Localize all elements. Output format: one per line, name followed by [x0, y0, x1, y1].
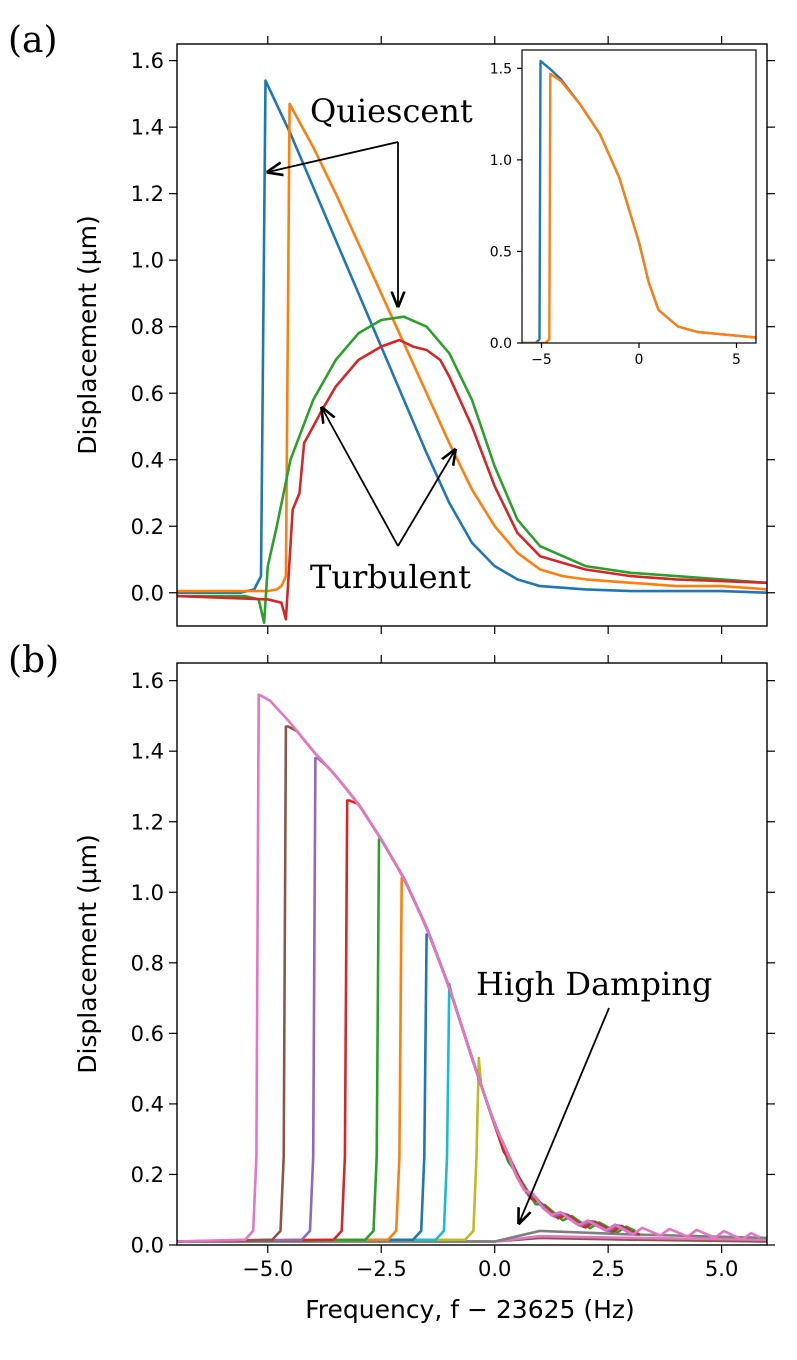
y-tick-label: 1.0 [131, 249, 164, 273]
panel-b-series [177, 693, 767, 1243]
series-jump-orange [177, 876, 641, 1243]
y-tick-label: 0.2 [131, 1163, 164, 1187]
panel-b-label: (b) [8, 640, 59, 681]
y-tick-label: 1.6 [131, 49, 164, 73]
annotation-high-damping: High Damping [476, 965, 712, 1003]
panel-a-yticks: 0.0 0.2 0.4 0.6 0.8 1.0 1.2 1.4 1.6 [131, 49, 775, 605]
y-tick-label: 0.0 [131, 1234, 164, 1258]
inset-series-orange [522, 72, 756, 343]
panel-a-frame [176, 43, 768, 627]
arrow-turbulent-red [322, 408, 399, 547]
annotation-turbulent: Turbulent [310, 558, 471, 596]
x-tick-label: −5.0 [242, 1257, 293, 1281]
series-quiescent-green [177, 315, 767, 624]
series-turbulent-red [177, 338, 767, 621]
y-tick-label: 0.4 [131, 1092, 164, 1116]
panel-a-series [177, 79, 767, 624]
panel-a-inset: 0.0 0.5 1.0 1.5 −5 0 5 [490, 49, 757, 368]
panel-a-ylabel: Displacement (μm) [73, 215, 102, 455]
y-tick-label: 1.0 [490, 153, 512, 169]
y-tick-label: 0.4 [131, 448, 164, 472]
arrow-high-damping [519, 1007, 610, 1223]
x-axis-label: Frequency, f − 23625 (Hz) [305, 1295, 635, 1324]
series-low-gray [177, 1229, 767, 1243]
panel-b: Displacement (μm) 0.0 0.2 0.4 0.6 0.8 1.0 1.2 1… [73, 655, 775, 1324]
series-jump-red [177, 799, 641, 1243]
x-tick-label: −5 [531, 352, 552, 368]
y-tick-label: 0.8 [131, 951, 164, 975]
y-tick-label: 1.4 [131, 116, 164, 140]
x-tick-label: 5.0 [705, 1257, 738, 1281]
inset-series [522, 59, 756, 343]
inset-yticks: 0.0 0.5 1.0 1.5 [490, 61, 522, 352]
y-tick-label: 1.2 [131, 182, 164, 206]
x-tick-label: 0 [635, 352, 644, 368]
y-tick-label: 1.4 [131, 740, 164, 764]
x-tick-label: 0.0 [478, 1257, 511, 1281]
panel-b-yticks: 0.0 0.2 0.4 0.6 0.8 1.0 1.2 1.4 1.6 [131, 669, 775, 1258]
y-tick-label: 1.5 [490, 61, 512, 77]
series-quiescent-blue [177, 79, 767, 594]
inset-frame [521, 49, 757, 344]
panel-b-xticks: −5.0 −2.5 0.0 2.5 5.0 [242, 655, 738, 1281]
arrow-turbulent-orange [397, 450, 455, 547]
panel-a-label: (a) [8, 20, 58, 61]
y-tick-label: 0.2 [131, 515, 164, 539]
y-tick-label: 1.0 [131, 881, 164, 905]
panel-a-xticks [267, 36, 723, 634]
inset-xticks: −5 0 5 [531, 343, 741, 368]
x-tick-label: −2.5 [356, 1257, 407, 1281]
series-jump-green [177, 838, 636, 1243]
series-turbulent-orange [177, 102, 767, 593]
y-tick-label: 0.6 [131, 1022, 164, 1046]
y-tick-label: 1.2 [131, 810, 164, 834]
panel-b-ylabel: Displacement (μm) [73, 834, 102, 1074]
y-tick-label: 0.0 [490, 336, 512, 352]
series-jump-pink [177, 693, 761, 1243]
y-tick-label: 0.8 [131, 315, 164, 339]
y-tick-label: 0.5 [490, 244, 512, 260]
x-tick-label: 2.5 [591, 1257, 624, 1281]
y-tick-label: 0.6 [131, 382, 164, 406]
arrow-quiescent-blue [268, 141, 399, 172]
y-tick-label: 1.6 [131, 669, 164, 693]
panel-a: Displacement (μm) 0.0 0.2 0.4 0.6 0.8 1.0 1.2 1… [73, 36, 775, 634]
panel-b-frame [176, 662, 768, 1246]
annotation-quiescent: Quiescent [310, 92, 473, 130]
x-tick-label: 5 [732, 352, 741, 368]
y-tick-label: 0.0 [131, 581, 164, 605]
